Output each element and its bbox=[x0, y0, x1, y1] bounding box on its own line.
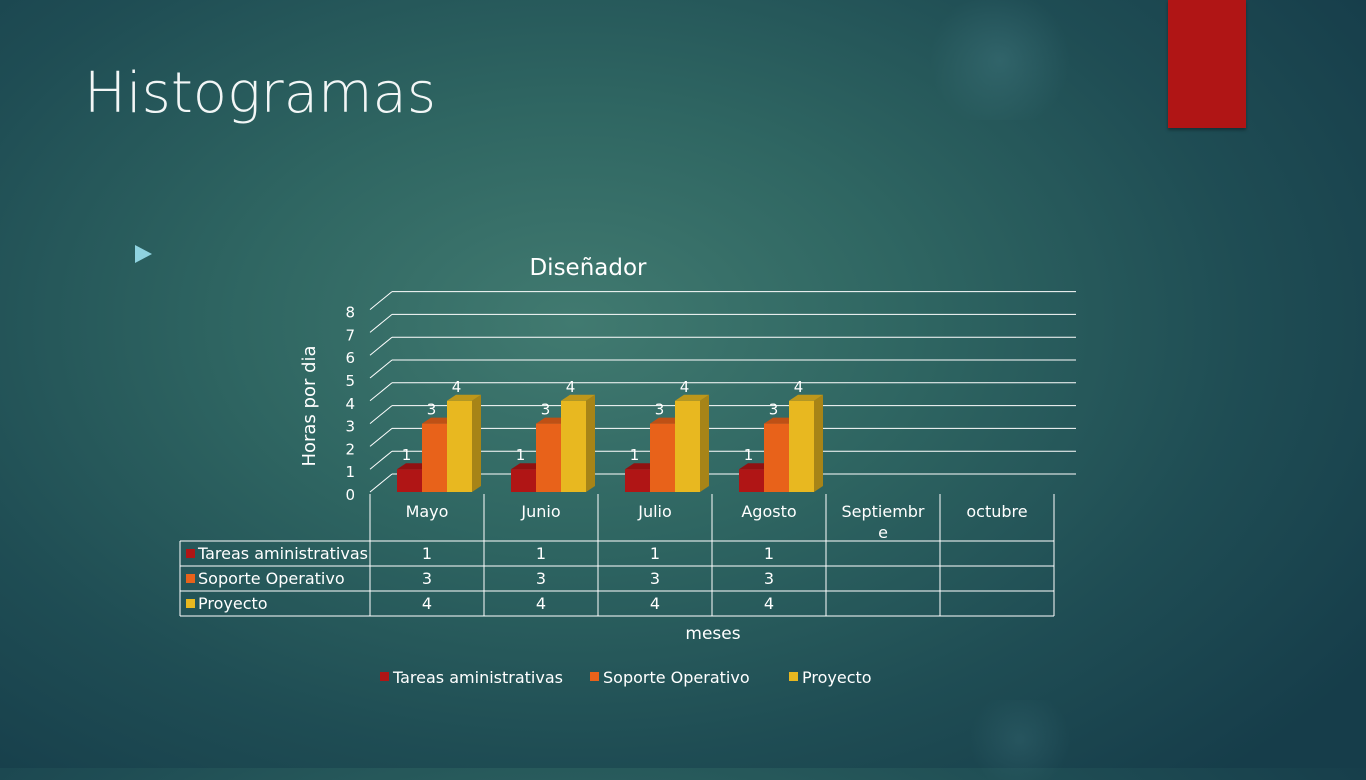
bar-side bbox=[472, 394, 481, 492]
y-tick-label: 6 bbox=[345, 349, 355, 367]
bar bbox=[789, 400, 814, 492]
legend-key bbox=[186, 599, 195, 608]
gridline bbox=[369, 473, 393, 493]
data-label: 3 bbox=[427, 401, 437, 419]
table-cell: 3 bbox=[764, 569, 774, 588]
legend-swatch bbox=[380, 672, 389, 681]
category-label: Septiembr bbox=[841, 502, 924, 521]
table-cell: 4 bbox=[536, 594, 546, 613]
bar-top bbox=[789, 394, 823, 401]
bar bbox=[397, 469, 422, 492]
data-label: 1 bbox=[516, 446, 526, 464]
bar bbox=[422, 423, 447, 492]
background-glow bbox=[960, 700, 1080, 780]
table-cell: 3 bbox=[536, 569, 546, 588]
bar bbox=[625, 469, 650, 492]
legend-key bbox=[186, 574, 195, 583]
bar-top bbox=[561, 394, 595, 401]
data-label: 1 bbox=[630, 446, 640, 464]
table-cell: 1 bbox=[536, 544, 546, 563]
y-tick-label: 7 bbox=[345, 326, 355, 344]
legend-label: Proyecto bbox=[802, 668, 872, 687]
category-label: e bbox=[878, 523, 888, 542]
data-label: 4 bbox=[680, 378, 690, 396]
data-label: 4 bbox=[794, 378, 804, 396]
bar bbox=[536, 423, 561, 492]
bar-side bbox=[586, 394, 595, 492]
table-series-label: Tareas aministrativas bbox=[197, 544, 368, 563]
data-label: 3 bbox=[769, 401, 779, 419]
legend-swatch bbox=[789, 672, 798, 681]
background-glow bbox=[920, 0, 1080, 120]
y-tick-label: 4 bbox=[345, 395, 355, 413]
gridline bbox=[369, 382, 393, 402]
bar bbox=[511, 469, 536, 492]
data-label: 3 bbox=[541, 401, 551, 419]
y-tick-label: 0 bbox=[345, 486, 355, 504]
category-label: Agosto bbox=[741, 502, 796, 521]
table-cell: 3 bbox=[650, 569, 660, 588]
bar bbox=[764, 423, 789, 492]
bar bbox=[739, 469, 764, 492]
y-tick-label: 1 bbox=[345, 463, 355, 481]
gridline bbox=[369, 405, 393, 424]
table-cell: 4 bbox=[650, 594, 660, 613]
category-label: octubre bbox=[966, 502, 1027, 521]
bar-top bbox=[447, 394, 481, 401]
data-label: 4 bbox=[566, 378, 576, 396]
y-tick-label: 8 bbox=[345, 304, 355, 322]
bar-side bbox=[814, 394, 823, 492]
gridline bbox=[369, 336, 393, 356]
bar bbox=[650, 423, 675, 492]
data-label: 3 bbox=[655, 401, 665, 419]
table-cell: 3 bbox=[422, 569, 432, 588]
bullet-arrow-icon bbox=[135, 245, 152, 263]
bar bbox=[675, 400, 700, 492]
legend-label: Tareas aministrativas bbox=[392, 668, 563, 687]
legend-key bbox=[186, 549, 195, 558]
y-axis-label: Horas por dia bbox=[299, 345, 320, 466]
x-axis-label: meses bbox=[685, 624, 740, 644]
legend-label: Soporte Operativo bbox=[603, 668, 750, 687]
bar-top bbox=[675, 394, 709, 401]
category-label: Julio bbox=[637, 502, 672, 521]
gridline bbox=[369, 428, 393, 447]
y-tick-label: 5 bbox=[345, 372, 355, 390]
data-label: 1 bbox=[402, 446, 412, 464]
chart-title: Diseñador bbox=[529, 255, 647, 281]
category-label: Mayo bbox=[406, 502, 449, 521]
table-cell: 4 bbox=[764, 594, 774, 613]
table-cell: 1 bbox=[764, 544, 774, 563]
gridline bbox=[369, 359, 393, 379]
data-label: 4 bbox=[452, 378, 462, 396]
table-cell: 1 bbox=[422, 544, 432, 563]
accent-tab bbox=[1168, 0, 1246, 128]
gridline bbox=[369, 291, 393, 310]
bar-side bbox=[700, 394, 709, 492]
table-cell: 1 bbox=[650, 544, 660, 563]
y-tick-label: 2 bbox=[345, 440, 355, 458]
table-series-label: Proyecto bbox=[198, 594, 268, 613]
bar bbox=[447, 400, 472, 492]
y-tick-label: 3 bbox=[345, 418, 355, 436]
slide-title: Histogramas bbox=[84, 61, 437, 126]
legend-swatch bbox=[590, 672, 599, 681]
gridline bbox=[369, 450, 393, 470]
category-label: Junio bbox=[520, 502, 560, 521]
table-series-label: Soporte Operativo bbox=[198, 569, 345, 588]
gridline bbox=[369, 314, 393, 333]
data-label: 1 bbox=[744, 446, 754, 464]
bar bbox=[561, 400, 586, 492]
table-cell: 4 bbox=[422, 594, 432, 613]
